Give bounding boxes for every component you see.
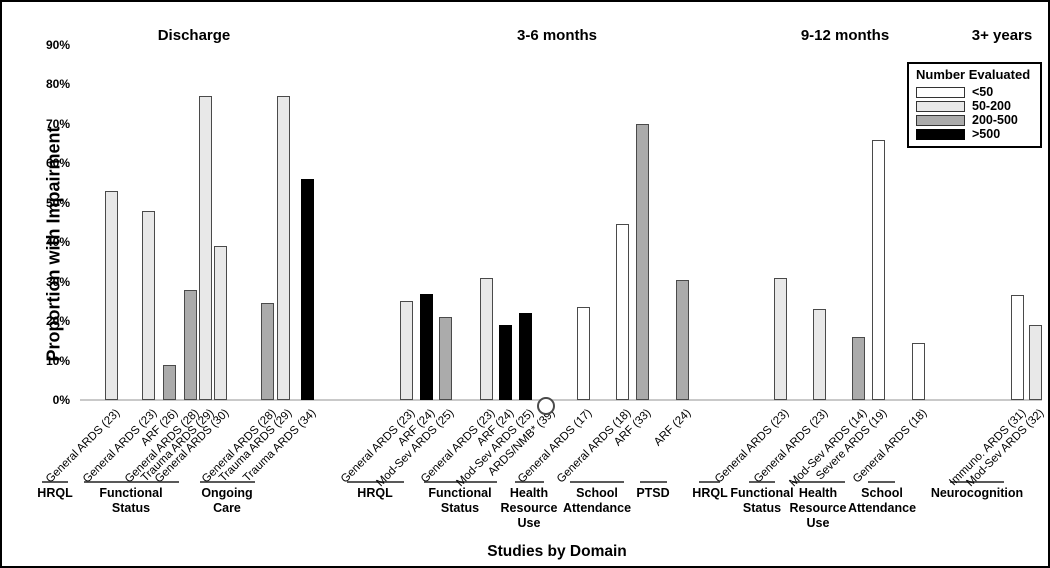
zero-value-circle-marker [537,397,555,415]
domain-label: Health Resource Use [500,486,558,530]
domain-underline [792,481,845,483]
legend-item: 200-500 [916,113,1040,127]
chart-bar [213,246,227,400]
chart-bar [419,293,433,400]
legend-swatch [916,86,965,98]
chart-bar [198,96,212,400]
domain-label: Functional Status [428,486,492,515]
domain-underline [640,481,667,483]
chart-bar [773,277,787,400]
chart-bar [162,364,176,400]
x-axis-line [80,399,1042,401]
domain-label: Functional Status [730,486,794,515]
domain-label: School Attendance [847,486,917,515]
chart-bar [635,123,649,400]
legend-item: 50-200 [916,99,1040,113]
chart-bar [1028,325,1042,400]
legend-swatch [916,100,965,112]
legend-item: >500 [916,127,1040,141]
legend-box: Number Evaluated <50 50-200 200-500 >500 [907,62,1042,148]
domain-underline [42,481,68,483]
chart-bar [498,325,512,400]
chart-bar [576,307,590,400]
legend-swatch [916,128,965,140]
y-tick-label: 40% [45,235,70,250]
legend-rows: <50 50-200 200-500 >500 [916,85,1040,141]
domain-label: HRQL [692,486,728,500]
chart-bar [479,277,493,400]
domain-label: Neurocognition [930,486,1024,500]
chart-bar [399,301,413,400]
legend-title: Number Evaluated [916,67,1031,82]
chart-bar [438,317,452,400]
y-tick-label: 50% [45,195,70,210]
chart-bar [615,224,629,400]
chart-bar [104,190,118,400]
domain-label: School Attendance [562,486,632,515]
chart-bar [260,303,274,400]
chart-bar [911,342,925,400]
chart-bar [871,139,885,400]
domain-underline [200,481,255,483]
legend-swatch [916,114,965,126]
y-tick-label: 70% [45,116,70,131]
section-header: 3-6 months [516,27,598,44]
chart-bar [183,289,197,400]
section-header: Discharge [157,27,231,44]
legend-item-label: 50-200 [972,99,1011,113]
domain-underline [424,481,497,483]
y-tick-label: 20% [45,314,70,329]
domain-label: HRQL [37,486,73,500]
y-tick-label: 10% [45,353,70,368]
legend-item: <50 [916,85,1040,99]
y-tick-label: 90% [45,38,70,53]
domain-underline [868,481,895,483]
domain-underline [950,481,1004,483]
domain-underline [749,481,775,483]
y-tick-label: 0% [52,393,70,407]
chart-bar [1010,295,1024,400]
y-tick-label: 80% [45,77,70,92]
domain-label: Ongoing Care [201,486,253,515]
section-header: 9-12 months [800,27,890,44]
y-tick-label: 30% [45,274,70,289]
chart-bar [276,96,290,400]
legend-item-label: 200-500 [972,113,1018,127]
chart-bar [675,279,689,400]
chart-bar [518,313,532,400]
domain-label: Health Resource Use [789,486,847,530]
domain-label: Functional Status [99,486,163,515]
chart-bar [141,210,155,400]
legend-item-label: >500 [972,127,1001,141]
chart-bar [812,309,826,400]
domain-underline [347,481,404,483]
chart-bar [851,336,865,400]
y-tick-label: 60% [45,156,70,171]
x-axis-title: Studies by Domain [487,543,627,560]
legend-item-label: <50 [972,85,994,99]
domain-label: HRQL [357,486,393,500]
domain-underline [515,481,544,483]
section-header: 3+ years [971,27,1033,44]
domain-label: PTSD [636,486,670,500]
chart-bar [300,179,314,400]
domain-underline [699,481,720,483]
domain-underline [570,481,624,483]
domain-underline [84,481,179,483]
